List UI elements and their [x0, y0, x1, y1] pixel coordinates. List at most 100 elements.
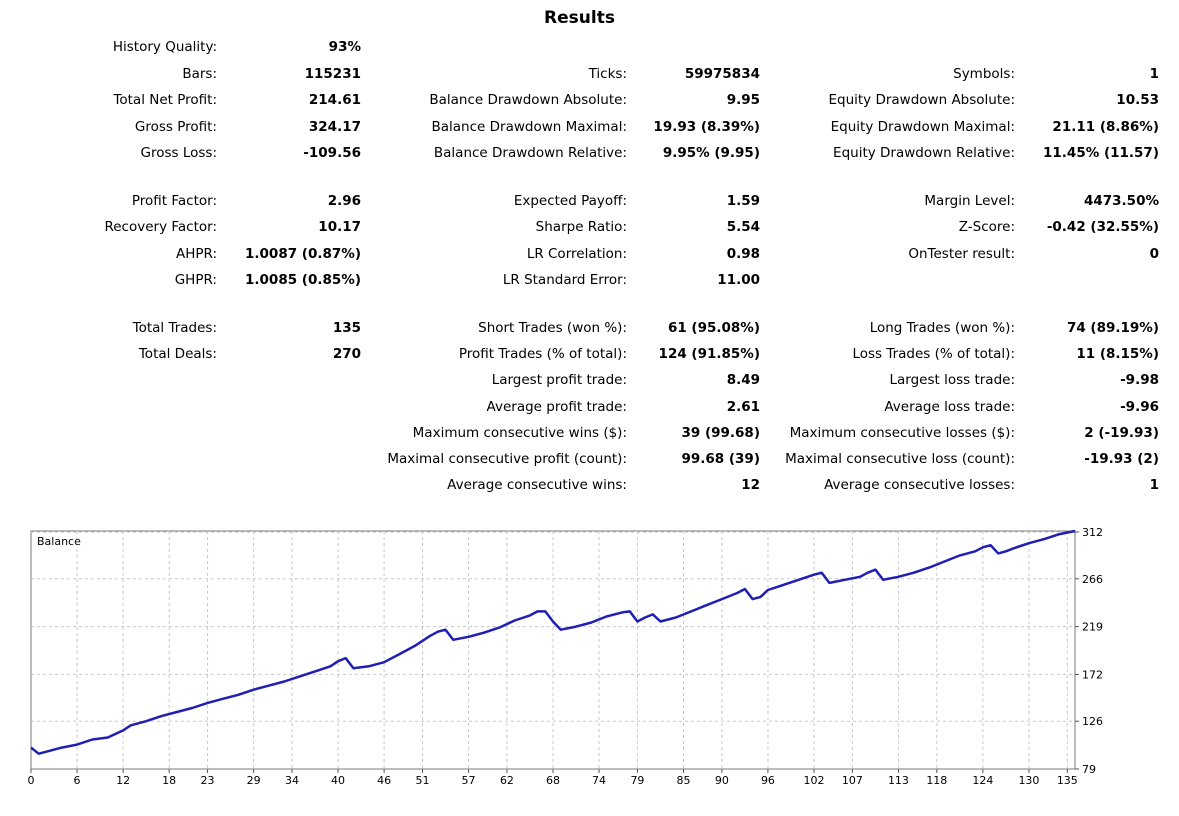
stat-value-gross-loss: -109.56 [303, 145, 361, 161]
y-tick-label: 266 [1082, 573, 1103, 586]
stat-value-total-deals: 270 [332, 346, 361, 362]
stat-label-recovery-factor: Recovery Factor: [104, 219, 217, 235]
stat-value-average-consecutive-wins: 12 [741, 477, 760, 493]
x-tick-label: 113 [888, 774, 909, 787]
stat-value-total-trades: 135 [332, 320, 361, 336]
stat-value-equity-drawdown-relative: 11.45% (11.57) [1043, 145, 1159, 161]
stat-value-maximal-consecutive-profit-count: 99.68 (39) [681, 451, 760, 467]
stat-label-maximal-consecutive-loss-count: Maximal consecutive loss (count): [785, 451, 1015, 467]
stat-value-balance-drawdown-maximal: 19.93 (8.39%) [653, 119, 760, 135]
stat-label-profit-factor: Profit Factor: [131, 193, 217, 209]
balance-chart-svg: 0 6 12 18 23 29 34 40 46 51 57 62 68 74 79 85 90 96 102 107… [28, 526, 1104, 787]
x-tick-label: 79 [630, 774, 644, 787]
balance-series-line [30, 529, 1076, 755]
stat-label-balance-drawdown-relative: Balance Drawdown Relative: [433, 145, 627, 161]
stat-label-expected-payoff: Expected Payoff: [513, 193, 627, 209]
stat-label-sharpe-ratio: Sharpe Ratio: [535, 219, 627, 235]
stat-value-lr-standard-error: 11.00 [717, 272, 760, 288]
balance-chart: 0 6 12 18 23 29 34 40 46 51 57 62 68 74 79 85 90 96 102 107… [0, 525, 1179, 812]
stat-label-maximal-consecutive-profit-count: Maximal consecutive profit (count): [387, 451, 627, 467]
x-tick-label: 135 [1057, 774, 1078, 787]
y-tick-label: 312 [1082, 526, 1103, 539]
stat-value-long-trades-won: 74 (89.19%) [1066, 320, 1159, 336]
x-tick-label: 57 [462, 774, 476, 787]
results-title: Results [544, 8, 615, 28]
stat-label-lr-correlation: LR Correlation: [526, 246, 627, 262]
stat-label-maximum-consecutive-losses: Maximum consecutive losses ($): [789, 425, 1015, 441]
stat-label-ticks: Ticks: [588, 66, 627, 82]
y-tick-label: 219 [1082, 621, 1103, 634]
plot-area [30, 530, 1076, 770]
stat-value-history-quality: 93% [328, 39, 361, 55]
stat-value-maximum-consecutive-losses: 2 (-19.93) [1084, 425, 1159, 441]
stat-label-bars: Bars: [182, 66, 217, 82]
x-tick-label: 46 [377, 774, 391, 787]
x-tick-label: 96 [761, 774, 775, 787]
stat-value-balance-drawdown-relative: 9.95% (9.95) [662, 145, 760, 161]
stat-value-equity-drawdown-absolute: 10.53 [1116, 92, 1159, 108]
stat-value-bars: 115231 [304, 66, 361, 82]
stat-value-ticks: 59975834 [684, 66, 760, 82]
stat-value-maximal-consecutive-loss-count: -19.93 (2) [1084, 451, 1159, 467]
stat-label-equity-drawdown-relative: Equity Drawdown Relative: [833, 145, 1015, 161]
x-tick-label: 102 [804, 774, 825, 787]
y-tick-label: 79 [1082, 763, 1096, 776]
x-tick-label: 85 [677, 774, 691, 787]
x-tick-label: 0 [28, 774, 35, 787]
stat-value-average-loss-trade: -9.96 [1120, 399, 1159, 415]
x-tick-label: 18 [162, 774, 176, 787]
stat-value-sharpe-ratio: 5.54 [726, 219, 760, 235]
stat-label-loss-trades-of-total: Loss Trades (% of total): [852, 346, 1015, 362]
stat-value-lr-correlation: 0.98 [726, 246, 760, 262]
stat-label-ahpr: AHPR: [175, 246, 217, 262]
stat-value-largest-profit-trade: 8.49 [726, 372, 760, 388]
stat-label-short-trades-won: Short Trades (won %): [478, 320, 627, 336]
stat-value-loss-trades-of-total: 11 (8.15%) [1076, 346, 1159, 362]
stat-label-z-score: Z-Score: [958, 219, 1015, 235]
x-tick-label: 6 [74, 774, 81, 787]
x-tick-label: 12 [116, 774, 130, 787]
stat-value-margin-level: 4473.50% [1083, 193, 1159, 209]
x-tick-label: 34 [285, 774, 299, 787]
y-tick-label: 126 [1082, 715, 1103, 728]
stat-label-average-consecutive-wins: Average consecutive wins: [447, 477, 627, 493]
x-tick-label: 90 [715, 774, 729, 787]
stat-value-profit-factor: 2.96 [327, 193, 361, 209]
stat-label-balance-drawdown-absolute: Balance Drawdown Absolute: [429, 92, 627, 108]
x-tick-label: 124 [972, 774, 993, 787]
stat-label-gross-profit: Gross Profit: [134, 119, 217, 135]
stat-label-total-deals: Total Deals: [138, 346, 217, 362]
stat-value-ghpr: 1.0085 (0.85%) [245, 272, 361, 288]
stat-label-equity-drawdown-maximal: Equity Drawdown Maximal: [830, 119, 1015, 135]
stat-label-history-quality: History Quality: [112, 39, 217, 55]
stat-value-symbols: 1 [1149, 66, 1159, 82]
y-tick-label: 172 [1082, 668, 1103, 681]
stat-label-balance-drawdown-maximal: Balance Drawdown Maximal: [431, 119, 628, 135]
stat-value-z-score: -0.42 (32.55%) [1046, 219, 1159, 235]
stat-value-balance-drawdown-absolute: 9.95 [726, 92, 760, 108]
stat-label-margin-level: Margin Level: [924, 193, 1015, 209]
stat-label-gross-loss: Gross Loss: [140, 145, 218, 161]
stat-label-lr-standard-error: LR Standard Error: [502, 272, 627, 288]
stat-value-average-consecutive-losses: 1 [1149, 477, 1159, 493]
stat-value-equity-drawdown-maximal: 21.11 (8.86%) [1052, 119, 1159, 135]
x-tick-label: 118 [926, 774, 947, 787]
stat-label-symbols: Symbols: [953, 66, 1015, 82]
stat-value-largest-loss-trade: -9.98 [1120, 372, 1159, 388]
x-tick-label: 130 [1018, 774, 1039, 787]
stat-label-ontester-result: OnTester result: [908, 246, 1015, 262]
stat-label-equity-drawdown-absolute: Equity Drawdown Absolute: [828, 92, 1015, 108]
x-tick-label: 62 [500, 774, 514, 787]
x-tick-label: 40 [331, 774, 345, 787]
stat-label-largest-profit-trade: Largest profit trade: [491, 372, 627, 388]
x-tick-label: 51 [416, 774, 430, 787]
stat-value-gross-profit: 324.17 [308, 119, 361, 135]
stat-label-maximum-consecutive-wins: Maximum consecutive wins ($): [412, 425, 627, 441]
stat-label-total-trades: Total Trades: [132, 320, 217, 336]
stat-label-average-consecutive-losses: Average consecutive losses: [824, 477, 1015, 493]
x-tick-label: 29 [247, 774, 261, 787]
stat-value-profit-trades-of-total: 124 (91.85%) [658, 346, 760, 362]
x-tick-label: 107 [842, 774, 863, 787]
stat-value-maximum-consecutive-wins: 39 (99.68) [681, 425, 760, 441]
stat-label-average-loss-trade: Average loss trade: [884, 399, 1015, 415]
